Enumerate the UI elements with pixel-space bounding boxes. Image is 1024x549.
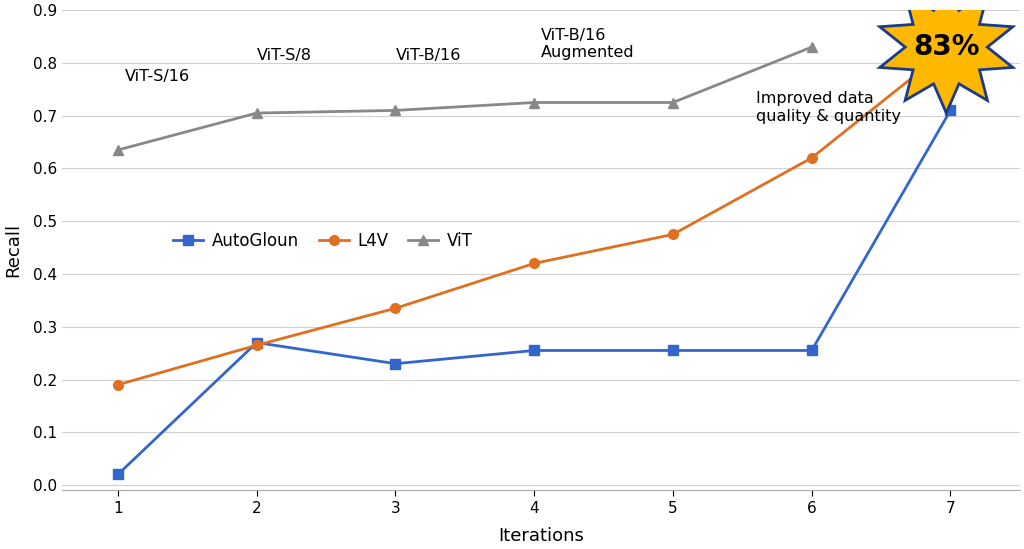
- Line: AutoGloun: AutoGloun: [113, 105, 955, 479]
- AutoGloun: [389, 360, 401, 367]
- Polygon shape: [880, 0, 1013, 113]
- L4V: [528, 260, 541, 267]
- Text: ViT-S/16: ViT-S/16: [125, 69, 190, 84]
- AutoGloun: [806, 347, 818, 354]
- AutoGloun: [944, 107, 956, 114]
- L4V: [944, 44, 956, 51]
- Text: ViT-B/16: ViT-B/16: [395, 48, 461, 63]
- Line: ViT: ViT: [113, 42, 816, 155]
- Text: Improved data
quality & quantity: Improved data quality & quantity: [756, 91, 901, 124]
- Text: 83%: 83%: [913, 33, 980, 61]
- L4V: [806, 155, 818, 161]
- Text: ViT-B/16
Augmented: ViT-B/16 Augmented: [541, 28, 635, 60]
- ViT: [389, 107, 401, 114]
- ViT: [112, 147, 124, 153]
- L4V: [667, 231, 679, 238]
- X-axis label: Iterations: Iterations: [498, 527, 584, 545]
- ViT: [667, 99, 679, 106]
- AutoGloun: [251, 339, 263, 346]
- Line: L4V: L4V: [113, 42, 955, 390]
- AutoGloun: [112, 471, 124, 478]
- ViT: [806, 44, 818, 51]
- Text: ViT-S/8: ViT-S/8: [257, 48, 311, 63]
- Y-axis label: Recall: Recall: [4, 223, 23, 277]
- L4V: [251, 342, 263, 349]
- Legend: AutoGloun, L4V, ViT: AutoGloun, L4V, ViT: [167, 225, 479, 256]
- AutoGloun: [528, 347, 541, 354]
- L4V: [389, 305, 401, 312]
- L4V: [112, 382, 124, 388]
- AutoGloun: [667, 347, 679, 354]
- ViT: [528, 99, 541, 106]
- ViT: [251, 110, 263, 116]
